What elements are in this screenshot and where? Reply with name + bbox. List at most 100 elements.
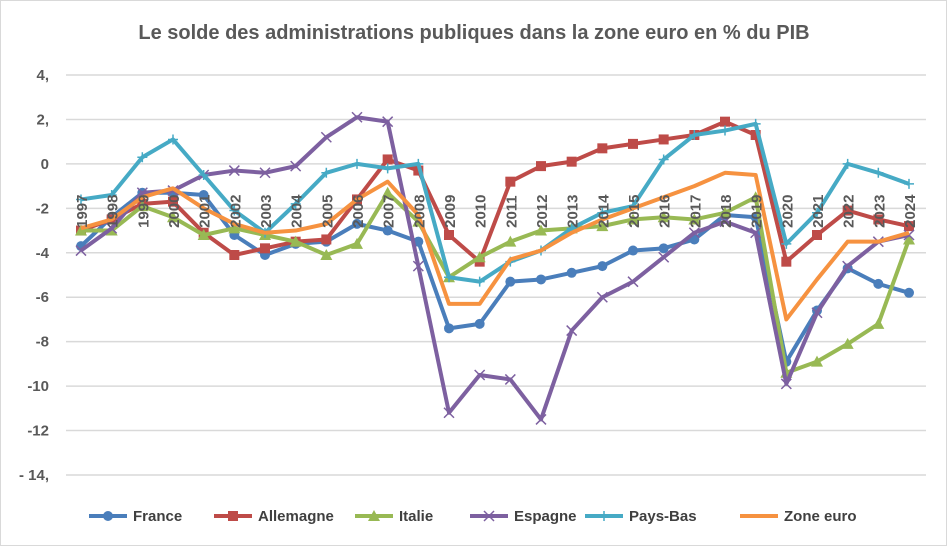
data-point — [689, 130, 700, 140]
data-point — [444, 323, 454, 334]
data-point — [351, 111, 363, 123]
data-point — [536, 274, 546, 285]
data-point — [106, 222, 118, 234]
data-point — [627, 213, 639, 225]
data-point — [413, 236, 424, 247]
series-line — [80, 119, 910, 264]
y-tick-label: -8 — [36, 334, 49, 351]
legend-label: Zone euro — [784, 508, 857, 525]
data-point — [444, 230, 454, 240]
series-line — [80, 121, 910, 284]
data-point — [688, 227, 700, 239]
data-point — [75, 224, 87, 236]
data-point — [103, 511, 113, 521]
data-point — [228, 165, 240, 177]
legend-item: Pays-Bas — [585, 508, 697, 525]
x-tick-label: 2000 — [166, 195, 183, 228]
x-tick-label: 2010 — [473, 195, 490, 228]
data-point — [382, 116, 394, 128]
x-tick-label: 2004 — [289, 194, 306, 228]
x-tick-label: 1998 — [105, 195, 122, 228]
data-point — [76, 194, 86, 205]
series-line — [80, 170, 910, 322]
data-point — [903, 233, 915, 245]
data-point — [873, 278, 884, 289]
data-point — [136, 200, 149, 212]
data-point — [168, 196, 178, 207]
data-point — [596, 220, 609, 232]
data-point — [536, 161, 546, 172]
x-tick-label: 2012 — [534, 195, 551, 228]
legend-label: Pays-Bas — [629, 508, 697, 525]
data-point — [198, 190, 209, 200]
data-point — [474, 369, 486, 381]
data-point — [290, 198, 301, 209]
x-tick-label: 2018 — [718, 195, 735, 228]
data-point — [627, 276, 639, 288]
y-tick-label: 0 — [41, 156, 49, 173]
x-tick-label: 2007 — [381, 195, 398, 228]
x-tick-label: 2023 — [871, 195, 888, 228]
x-tick-label: 2005 — [319, 195, 336, 228]
y-tick-label: - 14, — [19, 467, 49, 484]
y-tick-label: -12 — [27, 423, 49, 440]
data-point — [413, 158, 424, 169]
series-zone-euro — [80, 170, 910, 322]
data-point — [904, 178, 914, 189]
data-point — [352, 158, 362, 169]
legend-item: Espagne — [470, 508, 577, 525]
data-point — [597, 207, 608, 218]
data-point — [229, 250, 240, 260]
data-point — [351, 237, 363, 249]
data-point — [137, 152, 148, 163]
data-point — [842, 158, 853, 169]
data-point — [412, 260, 424, 272]
x-tick-label: 2002 — [227, 195, 244, 228]
data-point — [167, 211, 179, 223]
data-point — [382, 154, 393, 165]
legend-item: Italie — [355, 508, 433, 525]
data-point — [535, 413, 547, 425]
x-tick-label: 2020 — [779, 195, 796, 228]
legend-item: Zone euro — [740, 508, 857, 525]
data-point — [597, 261, 608, 272]
data-point — [781, 256, 792, 267]
x-tick-label: 2014 — [595, 194, 612, 228]
data-point — [504, 235, 517, 247]
data-point — [368, 510, 380, 521]
data-point — [352, 218, 362, 229]
data-point — [259, 167, 271, 179]
data-point — [599, 511, 609, 521]
x-tick-label: 2008 — [411, 195, 428, 228]
data-point — [657, 211, 670, 223]
data-point — [658, 154, 669, 165]
x-tick-label: 2024 — [902, 194, 919, 228]
data-point — [260, 243, 270, 254]
x-tick-label: 2022 — [841, 195, 858, 228]
chart-title: Le solde des administrations publiques d… — [138, 22, 809, 44]
data-point — [289, 235, 302, 247]
data-point — [904, 287, 914, 298]
data-point — [842, 205, 853, 216]
data-point — [566, 267, 577, 278]
series-line — [79, 115, 910, 422]
data-point — [106, 190, 117, 200]
y-tick-label: 2, — [36, 111, 49, 128]
data-point — [658, 251, 670, 263]
data-point — [750, 118, 761, 129]
data-point — [750, 227, 762, 239]
data-point — [750, 130, 761, 140]
data-point — [474, 318, 485, 329]
data-point — [321, 167, 332, 178]
data-point — [628, 138, 638, 149]
data-point — [504, 373, 516, 385]
x-tick-label: 2003 — [258, 195, 275, 228]
data-point — [873, 167, 884, 178]
data-point — [535, 224, 547, 236]
y-tick-label: -6 — [36, 289, 49, 306]
data-point — [658, 243, 669, 254]
legend-label: Espagne — [514, 508, 577, 525]
data-point — [228, 222, 241, 234]
